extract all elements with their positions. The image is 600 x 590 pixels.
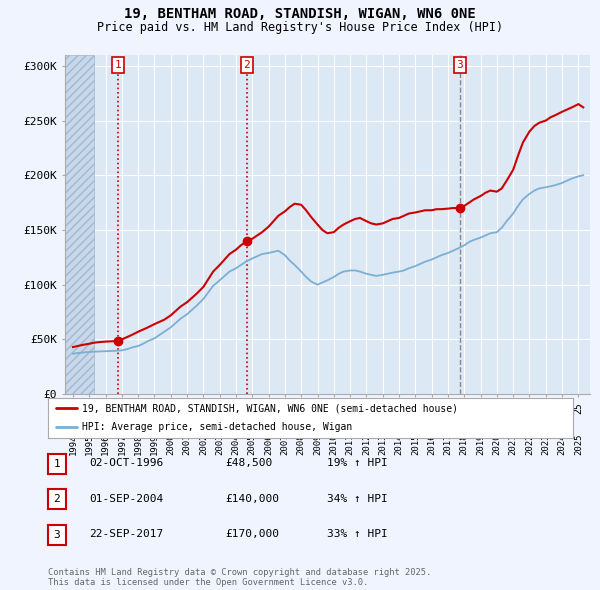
Text: 1996: 1996 — [101, 433, 110, 454]
Text: 2: 2 — [53, 494, 61, 504]
Text: 2: 2 — [244, 60, 250, 70]
Text: 2019: 2019 — [476, 433, 485, 454]
Text: 22-SEP-2017: 22-SEP-2017 — [89, 529, 163, 539]
Text: 2024: 2024 — [557, 433, 566, 454]
Text: 2013: 2013 — [378, 433, 387, 454]
Text: 2007: 2007 — [280, 433, 289, 454]
Text: £170,000: £170,000 — [225, 529, 279, 539]
Text: 2005: 2005 — [248, 433, 257, 454]
Text: 3: 3 — [457, 60, 463, 70]
Text: 2012: 2012 — [362, 433, 371, 454]
Text: 2008: 2008 — [297, 433, 306, 454]
Text: 2014: 2014 — [395, 433, 404, 454]
Text: 2021: 2021 — [509, 433, 518, 454]
Text: £48,500: £48,500 — [225, 458, 272, 468]
Text: 19% ↑ HPI: 19% ↑ HPI — [327, 458, 388, 468]
Text: 2000: 2000 — [166, 433, 175, 454]
Text: HPI: Average price, semi-detached house, Wigan: HPI: Average price, semi-detached house,… — [82, 422, 352, 432]
Text: 3: 3 — [53, 530, 61, 539]
Text: 1994: 1994 — [68, 433, 77, 454]
Text: 1998: 1998 — [134, 433, 143, 454]
Text: 2003: 2003 — [215, 433, 224, 454]
Text: 19, BENTHAM ROAD, STANDISH, WIGAN, WN6 0NE (semi-detached house): 19, BENTHAM ROAD, STANDISH, WIGAN, WN6 0… — [82, 404, 458, 414]
Text: 1995: 1995 — [85, 433, 94, 454]
Text: 01-SEP-2004: 01-SEP-2004 — [89, 494, 163, 503]
Text: Contains HM Land Registry data © Crown copyright and database right 2025.
This d: Contains HM Land Registry data © Crown c… — [48, 568, 431, 587]
Text: 2025: 2025 — [574, 433, 583, 454]
Text: 2010: 2010 — [329, 433, 338, 454]
Text: 1997: 1997 — [118, 433, 127, 454]
Text: 2020: 2020 — [493, 433, 502, 454]
Text: 1: 1 — [53, 459, 61, 468]
Text: 2018: 2018 — [460, 433, 469, 454]
Text: 2004: 2004 — [232, 433, 241, 454]
Text: Price paid vs. HM Land Registry's House Price Index (HPI): Price paid vs. HM Land Registry's House … — [97, 21, 503, 34]
Text: 2022: 2022 — [525, 433, 534, 454]
Text: £140,000: £140,000 — [225, 494, 279, 503]
Text: 1: 1 — [115, 60, 121, 70]
Text: 2002: 2002 — [199, 433, 208, 454]
Text: 02-OCT-1996: 02-OCT-1996 — [89, 458, 163, 468]
Bar — [65, 55, 94, 394]
Text: 2006: 2006 — [264, 433, 273, 454]
Text: 2011: 2011 — [346, 433, 355, 454]
Text: 2009: 2009 — [313, 433, 322, 454]
Text: 19, BENTHAM ROAD, STANDISH, WIGAN, WN6 0NE: 19, BENTHAM ROAD, STANDISH, WIGAN, WN6 0… — [124, 7, 476, 21]
Text: 2016: 2016 — [427, 433, 436, 454]
Text: 2023: 2023 — [541, 433, 550, 454]
Text: 34% ↑ HPI: 34% ↑ HPI — [327, 494, 388, 503]
Text: 1999: 1999 — [150, 433, 159, 454]
Text: 2017: 2017 — [443, 433, 452, 454]
Text: 33% ↑ HPI: 33% ↑ HPI — [327, 529, 388, 539]
Text: 2015: 2015 — [411, 433, 420, 454]
Text: 2001: 2001 — [182, 433, 191, 454]
